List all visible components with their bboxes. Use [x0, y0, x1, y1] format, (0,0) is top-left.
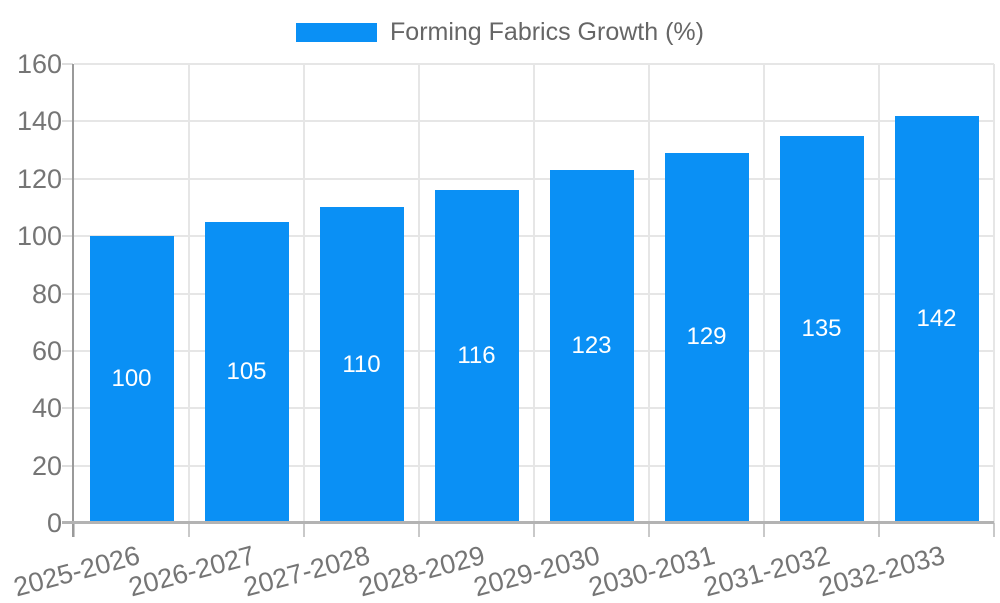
legend-swatch	[296, 22, 378, 42]
gridline-vertical	[303, 64, 305, 523]
y-axis-tick-label: 80	[31, 278, 62, 309]
bar-value-label: 123	[571, 332, 612, 360]
x-axis-tick	[418, 523, 420, 537]
legend-label: Forming Fabrics Growth (%)	[390, 17, 704, 46]
y-axis-tick	[62, 292, 73, 295]
y-axis-tick-label: 0	[46, 508, 62, 538]
y-axis-tick-label: 20	[31, 450, 62, 481]
bar-value-label: 142	[916, 304, 957, 332]
y-axis-tick	[62, 235, 73, 238]
gridline-vertical	[188, 64, 190, 523]
x-axis-category-label: 2026-2027	[125, 540, 259, 603]
bar-value-label: 110	[342, 350, 381, 378]
bar: 123	[549, 170, 634, 522]
bar-value-label: 100	[111, 365, 152, 393]
y-axis-tick	[62, 63, 73, 65]
bar: 116	[434, 190, 519, 522]
bar: 100	[89, 236, 174, 522]
x-axis-tick	[73, 523, 75, 537]
bar-value-label: 129	[686, 323, 727, 351]
gridline-vertical	[878, 64, 880, 523]
y-axis-tick	[62, 177, 73, 180]
bar: 110	[319, 207, 404, 522]
y-axis-tick-label: 40	[31, 393, 62, 424]
bar-value-label: 116	[457, 342, 496, 370]
gridline-vertical	[648, 64, 650, 523]
bar: 129	[664, 152, 749, 522]
y-axis-tick-label: 160	[16, 49, 62, 79]
y-axis-tick-label: 120	[16, 163, 62, 194]
x-axis-category-label: 2032-2033	[815, 540, 949, 603]
gridline-vertical	[418, 64, 420, 523]
y-axis-line	[72, 64, 74, 537]
x-axis-tick	[993, 523, 995, 537]
y-axis-tick-label: 100	[16, 221, 62, 252]
x-axis-tick	[303, 523, 305, 537]
bar: 135	[779, 135, 864, 522]
legend[interactable]: Forming Fabrics Growth (%)	[0, 18, 1000, 46]
x-axis-category-label: 2028-2029	[355, 540, 489, 603]
x-axis-category-label: 2029-2030	[470, 540, 604, 603]
y-axis-tick	[62, 464, 73, 467]
bar-value-label: 105	[226, 357, 267, 385]
bar-value-label: 135	[801, 314, 842, 342]
bar: 105	[204, 221, 289, 522]
x-axis-category-label: 2027-2028	[240, 540, 374, 603]
gridline-vertical	[763, 64, 765, 523]
x-axis-category-label: 2030-2031	[585, 540, 719, 603]
y-axis-tick-label: 60	[31, 335, 62, 366]
x-axis-tick	[878, 523, 880, 537]
x-axis-category-label: 2031-2032	[700, 540, 834, 603]
x-axis-tick	[188, 523, 190, 537]
gridline-vertical	[533, 64, 535, 523]
gridline-vertical	[993, 64, 995, 523]
x-axis-tick	[763, 523, 765, 537]
y-axis-tick-label: 140	[16, 106, 62, 137]
y-axis-tick	[62, 407, 73, 410]
y-axis-tick	[62, 120, 73, 123]
x-axis-line	[62, 521, 994, 524]
y-axis-tick	[62, 349, 73, 352]
x-axis-tick	[648, 523, 650, 537]
bar: 142	[894, 115, 979, 522]
x-axis-tick	[533, 523, 535, 537]
x-axis-category-label: 2025-2026	[10, 540, 144, 603]
